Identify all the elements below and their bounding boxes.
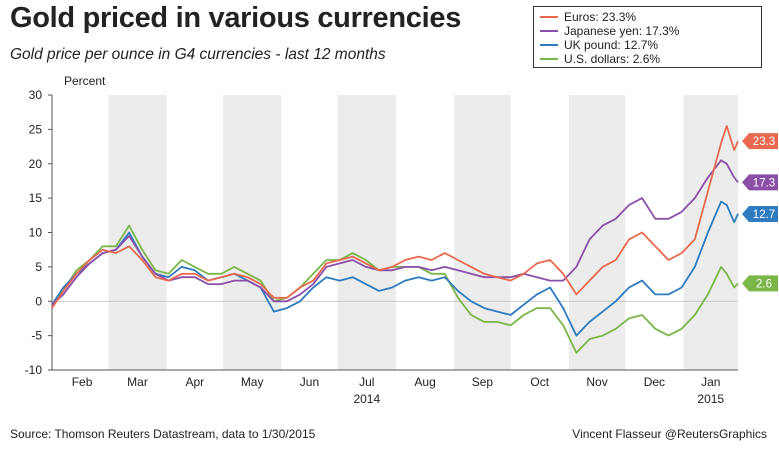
x-year-label: 2015: [697, 392, 724, 406]
end-value-label: 23.3: [753, 136, 775, 148]
x-tick-label: Oct: [530, 375, 549, 389]
legend-label-yen: Japanese yen: 17.3%: [564, 24, 680, 38]
legend-item-euros: Euros: 23.3%: [540, 10, 755, 24]
month-shade-band: [454, 95, 511, 370]
y-tick-label: 0: [35, 294, 42, 308]
x-tick-label: Nov: [586, 375, 607, 389]
y-tick-label: 30: [29, 88, 43, 102]
x-tick-label: Mar: [127, 375, 148, 389]
y-tick-label: -10: [25, 363, 43, 377]
x-tick-label: Jul: [359, 375, 374, 389]
end-value-tag: [742, 205, 778, 222]
y-tick-label: 20: [29, 157, 43, 171]
end-value-tag: [742, 174, 778, 191]
x-tick-label: Jun: [300, 375, 319, 389]
legend-swatch-yen: [540, 30, 558, 32]
x-tick-label: Sep: [472, 375, 494, 389]
legend-item-yen: Japanese yen: 17.3%: [540, 24, 755, 38]
legend-item-pound: UK pound: 12.7%: [540, 38, 755, 52]
y-axis-label: Percent: [64, 74, 106, 88]
x-tick-label: Dec: [644, 375, 665, 389]
source-note: Source: Thomson Reuters Datastream, data…: [10, 427, 316, 441]
x-year-label: 2014: [353, 392, 380, 406]
month-shade-band: [337, 95, 396, 370]
month-shade-band: [683, 95, 738, 370]
y-tick-label: 10: [29, 226, 43, 240]
end-value-label: 17.3: [753, 177, 775, 189]
end-value-tag: [742, 275, 778, 292]
month-shade-band: [108, 95, 167, 370]
series-line: [51, 125, 739, 309]
legend-item-dollars: U.S. dollars: 2.6%: [540, 52, 755, 66]
legend-swatch-dollars: [540, 58, 558, 60]
legend-swatch-euros: [540, 16, 558, 18]
legend: Euros: 23.3% Japanese yen: 17.3% UK poun…: [533, 6, 762, 68]
x-tick-label: Aug: [414, 375, 435, 389]
legend-label-euros: Euros: 23.3%: [564, 10, 637, 24]
y-tick-label: 5: [35, 260, 42, 274]
end-value-label: 2.6: [756, 278, 772, 290]
chart-subtitle: Gold price per ounce in G4 currencies - …: [10, 46, 386, 63]
x-tick-label: Apr: [185, 375, 204, 389]
credit-note: Vincent Flasseur @ReutersGraphics: [572, 427, 767, 441]
y-tick-label: 15: [29, 191, 43, 205]
end-value-label: 12.7: [753, 209, 775, 221]
series-line: [51, 200, 739, 337]
month-shade-band: [223, 95, 282, 370]
chart-title: Gold priced in various currencies: [10, 2, 462, 34]
legend-label-dollars: U.S. dollars: 2.6%: [564, 52, 661, 66]
x-tick-label: May: [241, 375, 264, 389]
legend-swatch-pound: [540, 44, 558, 46]
legend-label-pound: UK pound: 12.7%: [564, 38, 659, 52]
y-tick-label: 25: [29, 122, 43, 136]
y-tick-label: -5: [31, 329, 42, 343]
end-value-tag: [742, 133, 778, 150]
x-tick-label: Jan: [701, 375, 720, 389]
x-tick-label: Feb: [72, 375, 93, 389]
